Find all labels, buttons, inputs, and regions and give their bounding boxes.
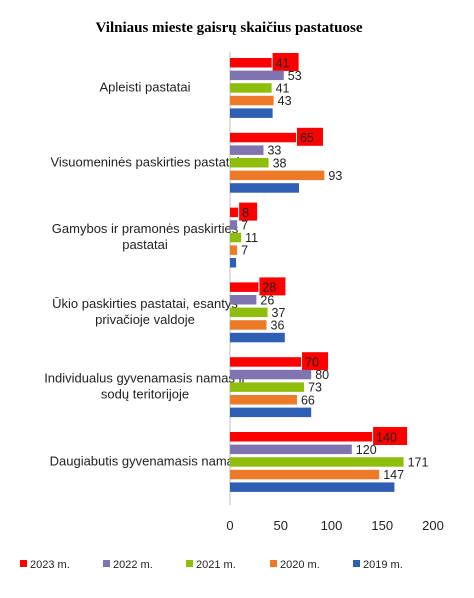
data-label-highlight: [296, 127, 323, 146]
data-label: 28: [262, 281, 276, 295]
bar: [230, 444, 352, 455]
bar: [230, 158, 269, 168]
x-tick-label: 200: [422, 518, 444, 533]
bar: [230, 369, 312, 380]
legend-swatch: [186, 560, 193, 567]
category-label: Gamybos ir pramonės paskirties: [52, 221, 239, 236]
data-label: 171: [408, 455, 429, 469]
x-tick-label: 100: [321, 518, 343, 533]
data-label: 41: [276, 81, 290, 95]
data-label: 7: [241, 244, 248, 258]
legend-swatch: [353, 560, 360, 567]
legend-label: 2020 m.: [280, 559, 320, 571]
category-label: pastatai: [122, 237, 168, 252]
bar: [230, 357, 302, 367]
bar: [230, 232, 242, 243]
x-tick-label: 150: [371, 518, 393, 533]
bar: [230, 245, 238, 255]
bar: [230, 95, 274, 106]
data-label: 66: [301, 393, 315, 407]
data-label: 26: [260, 293, 274, 307]
data-label: 11: [245, 231, 258, 245]
data-label: 147: [383, 468, 404, 482]
bar: [230, 207, 239, 218]
category-label: Individualus gyvenamasis namas ir: [44, 371, 246, 386]
bar: [230, 183, 300, 193]
data-label-highlight: [373, 427, 408, 445]
category-label: Ūkio paskirties pastatai, esantys: [52, 296, 238, 311]
bar: [230, 482, 395, 492]
data-label: 53: [288, 69, 302, 83]
bar: [230, 432, 373, 442]
category-label: privačioje valdoje: [95, 312, 195, 327]
data-label: 43: [278, 94, 292, 108]
legend-label: 2023 m.: [30, 559, 70, 571]
data-label: 120: [356, 443, 377, 457]
x-tick-label: 50: [274, 518, 288, 533]
data-label-highlight: [302, 352, 329, 371]
data-label: 65: [300, 131, 314, 145]
category-label: Daugiabutis gyvenamasis namas: [50, 454, 241, 469]
data-label: 37: [272, 306, 286, 320]
bar: [230, 145, 264, 155]
data-label: 140: [376, 430, 397, 444]
category-label: Visuomeninės paskirties pastatai: [50, 154, 239, 169]
bar: [230, 307, 268, 318]
x-tick-label: 0: [226, 518, 233, 533]
bar: [230, 220, 238, 230]
data-label: 36: [271, 318, 285, 332]
category-label: Apleisti pastatai: [99, 80, 190, 95]
legend-swatch: [20, 560, 27, 567]
data-label-highlight: [259, 277, 286, 296]
bar: [230, 83, 272, 93]
data-label: 7: [241, 218, 248, 232]
data-label: 38: [273, 156, 287, 170]
data-label: 8: [242, 206, 249, 220]
data-label: 41: [276, 56, 290, 70]
bar: [230, 332, 285, 343]
legend-swatch: [103, 560, 110, 567]
bar: [230, 407, 312, 418]
bar: [230, 282, 259, 292]
bar: [230, 108, 273, 118]
bar: [230, 58, 272, 68]
bar: [230, 258, 237, 268]
data-label: 80: [315, 368, 329, 382]
legend-label: 2022 m.: [113, 559, 153, 571]
bar: [230, 382, 305, 392]
bar: [230, 70, 284, 81]
category-label: sodų teritorijoje: [101, 387, 189, 402]
data-label: 93: [328, 169, 342, 183]
data-label: 33: [267, 144, 281, 158]
bar: [230, 295, 257, 305]
bar: [230, 457, 404, 467]
legend-swatch: [270, 560, 277, 567]
data-label-highlight: [272, 53, 299, 71]
bar: [230, 170, 325, 181]
data-label-highlight: [239, 202, 258, 221]
bar: [230, 132, 296, 143]
chart-title: Vilniaus mieste gaisrų skaičius pastatuo…: [96, 20, 363, 36]
data-label: 73: [308, 381, 322, 395]
legend-label: 2021 m.: [196, 559, 236, 571]
bar: [230, 395, 297, 405]
data-label: 70: [305, 355, 319, 369]
legend-label: 2019 m.: [363, 559, 403, 571]
bar: [230, 469, 380, 480]
bar: [230, 320, 267, 330]
